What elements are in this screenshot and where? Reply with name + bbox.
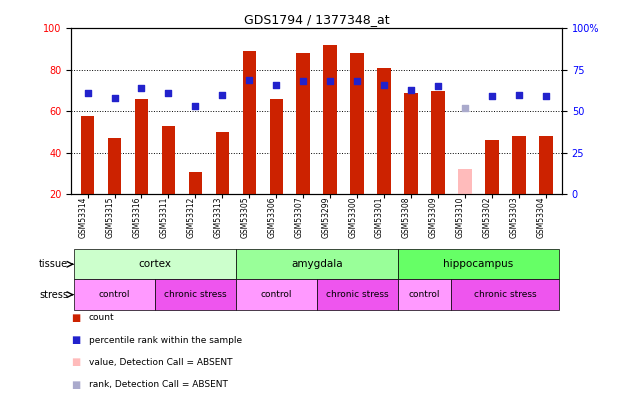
Text: chronic stress: chronic stress [164,290,227,299]
Text: hippocampus: hippocampus [443,259,514,269]
Text: control: control [261,290,292,299]
Text: GSM53311: GSM53311 [160,196,168,238]
Bar [236,249,397,279]
Bar [161,126,175,194]
Text: chronic stress: chronic stress [326,290,389,299]
Point [460,105,470,111]
Bar [458,169,472,194]
Text: GSM53307: GSM53307 [294,196,303,238]
Bar [74,279,155,310]
Bar [350,53,364,194]
Text: count: count [89,313,114,322]
Text: GSM53309: GSM53309 [429,196,438,238]
Bar [431,91,445,194]
Point [244,77,254,83]
Text: tissue: tissue [39,259,68,269]
Bar [485,141,499,194]
Bar [397,249,560,279]
Bar [296,53,310,194]
Text: cortex: cortex [138,259,171,269]
Point [137,85,147,92]
Point [325,78,335,85]
Text: percentile rank within the sample: percentile rank within the sample [89,336,242,345]
Text: GSM53312: GSM53312 [186,196,196,238]
Point [271,81,281,88]
Bar [404,93,418,194]
Bar [108,139,121,194]
Bar [512,136,525,194]
Text: value, Detection Call = ABSENT: value, Detection Call = ABSENT [89,358,232,367]
Bar [317,279,397,310]
Bar [378,68,391,194]
Title: GDS1794 / 1377348_at: GDS1794 / 1377348_at [244,13,389,26]
Bar [81,115,94,194]
Text: stress: stress [39,290,68,300]
Point [406,87,416,93]
Point [217,92,227,98]
Point [163,90,173,96]
Bar [270,99,283,194]
Text: rank, Detection Call = ABSENT: rank, Detection Call = ABSENT [89,380,228,389]
Bar [451,279,560,310]
Text: control: control [409,290,440,299]
Bar [539,136,553,194]
Point [433,83,443,90]
Point [83,90,93,96]
Point [352,78,362,85]
Bar [397,279,451,310]
Bar [189,172,202,194]
Bar [324,45,337,194]
Point [487,93,497,100]
Point [379,81,389,88]
Bar [135,99,148,194]
Point [298,78,308,85]
Text: GSM53315: GSM53315 [106,196,114,238]
Point [109,95,119,101]
Bar [243,51,256,194]
Text: GSM53300: GSM53300 [348,196,357,238]
Bar [74,249,236,279]
Text: GSM53310: GSM53310 [456,196,465,238]
Bar [236,279,317,310]
Text: GSM53314: GSM53314 [79,196,88,238]
Text: GSM53313: GSM53313 [214,196,222,238]
Text: ■: ■ [71,358,81,367]
Point [191,103,201,110]
Text: GSM53301: GSM53301 [375,196,384,238]
Text: control: control [99,290,130,299]
Text: ■: ■ [71,335,81,345]
Text: GSM53299: GSM53299 [321,196,330,238]
Text: ■: ■ [71,380,81,390]
Bar [155,279,236,310]
Text: GSM53302: GSM53302 [483,196,492,238]
Point [541,93,551,100]
Text: amygdala: amygdala [291,259,343,269]
Text: chronic stress: chronic stress [474,290,537,299]
Text: GSM53305: GSM53305 [240,196,249,238]
Text: GSM53304: GSM53304 [537,196,546,238]
Text: GSM53308: GSM53308 [402,196,411,238]
Text: GSM53303: GSM53303 [510,196,519,238]
Bar [215,132,229,194]
Point [514,92,524,98]
Text: GSM53316: GSM53316 [132,196,142,238]
Text: GSM53306: GSM53306 [267,196,276,238]
Text: ■: ■ [71,313,81,323]
